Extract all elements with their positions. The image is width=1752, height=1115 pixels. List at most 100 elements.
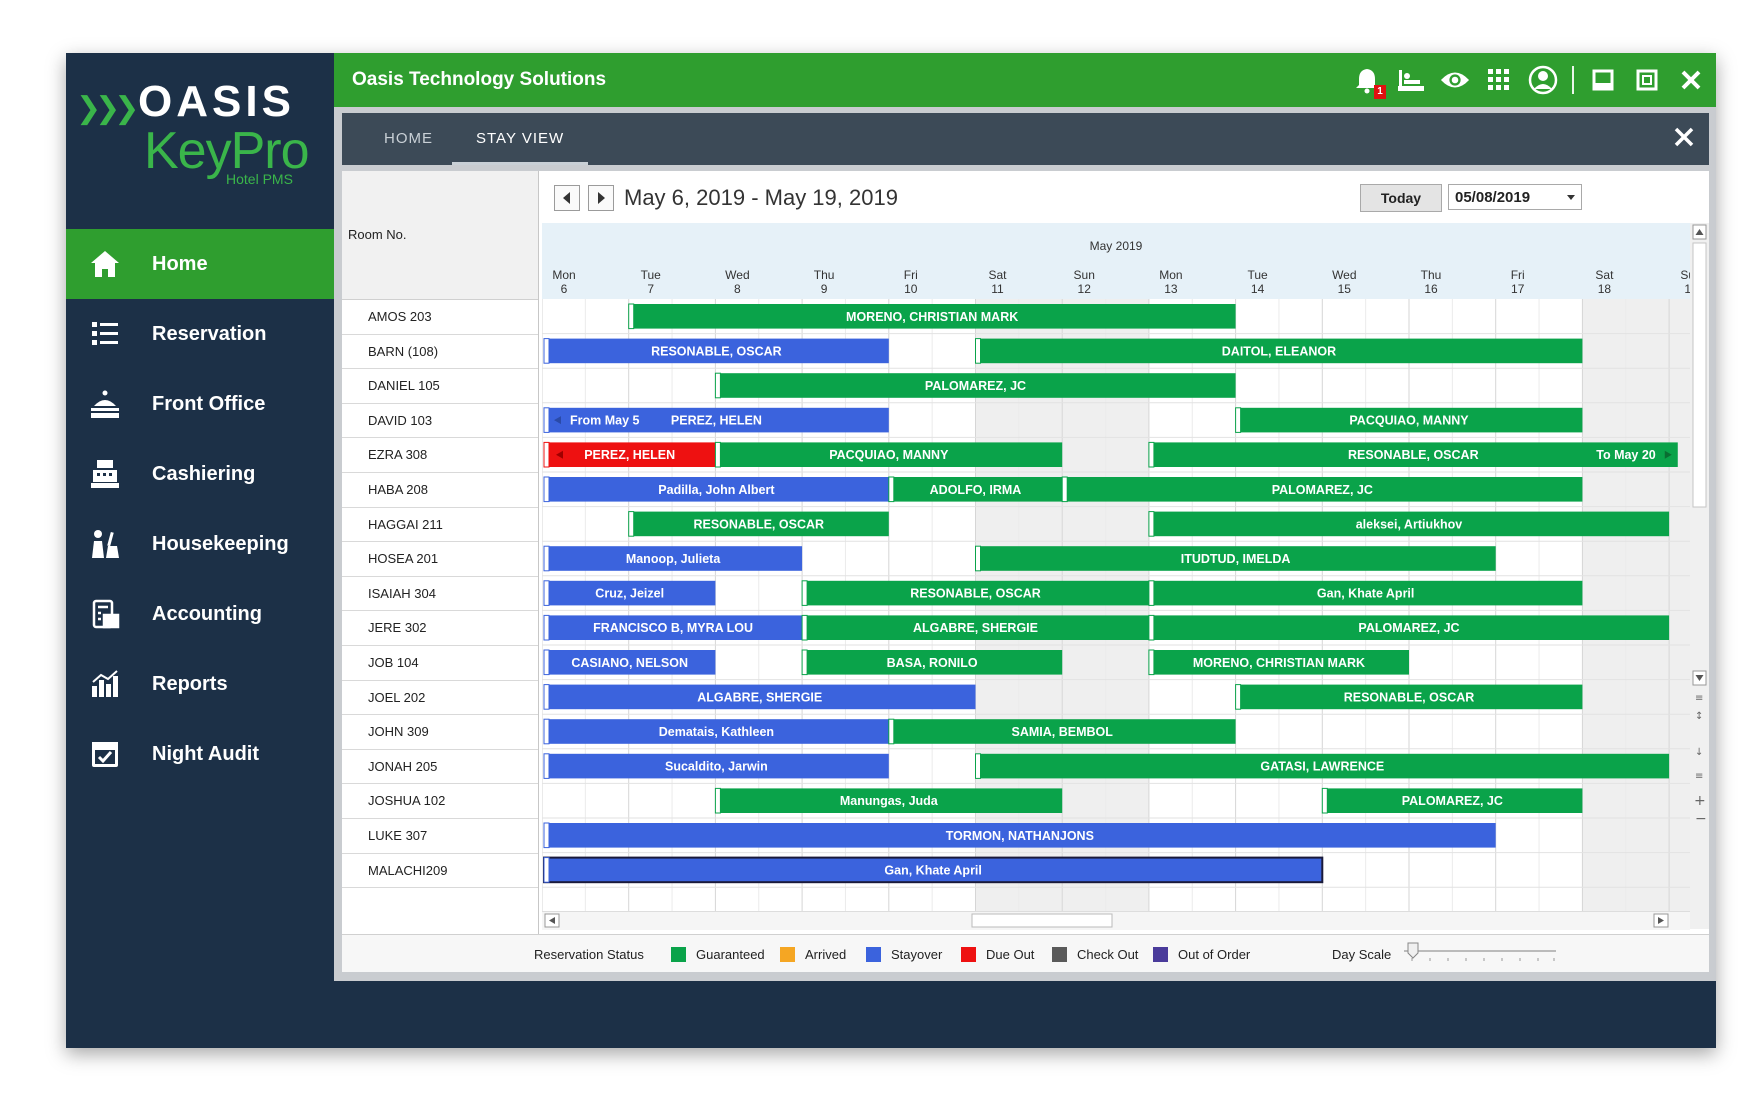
- minimize-icon[interactable]: [1588, 65, 1618, 95]
- reservation-start-handle[interactable]: [1148, 580, 1155, 606]
- reservation-bar-fill[interactable]: [628, 304, 1236, 329]
- reservation-bar[interactable]: ALGABRE, SHERGIE: [543, 684, 976, 710]
- room-label[interactable]: JERE 302: [368, 620, 427, 636]
- nav-item-cashiering[interactable]: Cashiering: [66, 439, 334, 509]
- reservation-bar-fill[interactable]: [975, 546, 1496, 571]
- reservation-bar-fill[interactable]: [544, 338, 889, 364]
- reservation-bar-fill[interactable]: [888, 719, 1236, 744]
- reservation-bar-fill[interactable]: [544, 477, 889, 502]
- reservation-bar-fill[interactable]: [544, 546, 803, 571]
- reservation-bar-fill[interactable]: [628, 511, 889, 537]
- reservation-bar[interactable]: RESONABLE, OSCAR: [1235, 684, 1583, 710]
- reservation-bar[interactable]: Padilla, John Albert: [543, 476, 889, 503]
- reservation-bar-fill[interactable]: [544, 823, 1496, 848]
- date-picker[interactable]: 05/08/2019: [1448, 184, 1582, 210]
- maximize-icon[interactable]: [1632, 65, 1662, 95]
- nav-item-housekeeping[interactable]: Housekeeping: [66, 509, 334, 579]
- reservation-bar[interactable]: ALGABRE, SHERGIE: [801, 614, 1149, 641]
- reservation-start-handle[interactable]: [714, 372, 721, 399]
- eye-icon[interactable]: [1440, 65, 1470, 95]
- reservation-bar-fill[interactable]: [544, 407, 889, 433]
- next-period-button[interactable]: [588, 185, 614, 211]
- reservation-start-handle[interactable]: [543, 753, 550, 779]
- reservation-start-handle[interactable]: [801, 580, 808, 606]
- reservation-bar-fill[interactable]: [1235, 407, 1583, 433]
- reservation-bar-fill[interactable]: [715, 373, 1236, 398]
- reservation-bar[interactable]: RESONABLE, OSCAR: [801, 580, 1149, 606]
- reservation-start-handle[interactable]: [975, 338, 981, 364]
- reservation-bar-fill[interactable]: [1148, 650, 1409, 675]
- room-label[interactable]: LUKE 307: [368, 828, 428, 843]
- reservation-start-handle[interactable]: [975, 545, 981, 572]
- reservation-start-handle[interactable]: [543, 441, 550, 468]
- reservation-start-handle[interactable]: [1235, 684, 1242, 710]
- reservation-bar[interactable]: Cruz, Jeizel: [543, 580, 716, 606]
- room-label[interactable]: BARN (108): [368, 343, 439, 359]
- reservation-bar-fill[interactable]: [544, 442, 716, 467]
- reservation-start-handle[interactable]: [1148, 649, 1155, 676]
- reservation-bar[interactable]: RESONABLE, OSCAR: [628, 511, 889, 537]
- reservation-bar[interactable]: Gan, Khate April: [1148, 580, 1583, 606]
- tab-home[interactable]: HOME: [384, 130, 433, 147]
- reservation-bar[interactable]: PEREZ, HELEN: [543, 441, 716, 468]
- reservation-bar-fill[interactable]: [1148, 580, 1583, 606]
- vertical-scrollbar[interactable]: ≡ ↕ ↓ ≡ + −: [1690, 223, 1709, 929]
- reservation-bar-fill[interactable]: [1235, 684, 1583, 710]
- user-profile-icon[interactable]: [1528, 65, 1558, 95]
- reservation-start-handle[interactable]: [543, 649, 550, 676]
- room-label[interactable]: DANIEL 105: [368, 378, 440, 394]
- reservation-start-handle[interactable]: [801, 614, 808, 641]
- apps-grid-icon[interactable]: [1484, 65, 1514, 95]
- reservation-start-handle[interactable]: [543, 718, 550, 745]
- room-label[interactable]: ISAIAH 304: [368, 585, 436, 601]
- reservation-bar-fill[interactable]: [544, 580, 716, 606]
- reservation-start-handle[interactable]: [1061, 476, 1068, 503]
- reservation-start-handle[interactable]: [888, 718, 895, 745]
- reservation-start-handle[interactable]: [628, 511, 635, 537]
- reservation-start-handle[interactable]: [975, 753, 981, 779]
- tab-stay-view[interactable]: STAY VIEW: [452, 113, 589, 165]
- reservation-bar-fill[interactable]: [802, 650, 1063, 675]
- reservation-bar[interactable]: Manoop, Julieta: [543, 545, 803, 572]
- room-label[interactable]: EZRA 308: [368, 447, 428, 463]
- reservation-bar-fill[interactable]: [1062, 477, 1583, 502]
- reservation-start-handle[interactable]: [1321, 787, 1328, 814]
- reservation-bar[interactable]: PACQUIAO, MANNY: [714, 441, 1063, 468]
- reservation-start-handle[interactable]: [543, 580, 550, 606]
- reservation-start-handle[interactable]: [1148, 441, 1155, 468]
- day-scale-slider[interactable]: [1400, 941, 1560, 972]
- reservation-bar[interactable]: Dematais, Kathleen: [543, 718, 889, 745]
- room-label[interactable]: JOB 104: [368, 655, 419, 670]
- reservation-bar[interactable]: MORENO, CHRISTIAN MARK: [1148, 649, 1409, 676]
- reservation-bar-fill[interactable]: [1148, 511, 1670, 537]
- nav-item-accounting[interactable]: Accounting: [66, 579, 334, 649]
- reservation-bar[interactable]: CASIANO, NELSON: [543, 649, 716, 676]
- reservation-start-handle[interactable]: [1148, 511, 1155, 537]
- close-window-icon[interactable]: [1676, 65, 1706, 95]
- reservation-bar-fill[interactable]: [544, 684, 976, 710]
- reservation-bar[interactable]: FRANCISCO B, MYRA LOU: [543, 614, 803, 641]
- reservation-bar[interactable]: PALOMAREZ, JC: [1148, 614, 1670, 641]
- reservation-bar-fill[interactable]: [802, 615, 1149, 640]
- reservation-bar[interactable]: PALOMAREZ, JC: [714, 372, 1236, 399]
- today-button[interactable]: Today: [1360, 184, 1442, 212]
- reservation-bar[interactable]: TORMON, NATHANJONS: [543, 822, 1496, 849]
- reservation-start-handle[interactable]: [1235, 407, 1242, 433]
- reservation-start-handle[interactable]: [888, 476, 895, 503]
- room-label[interactable]: AMOS 203: [368, 309, 432, 324]
- notification-bell-icon[interactable]: 1: [1352, 65, 1386, 99]
- reservation-start-handle[interactable]: [1148, 614, 1155, 641]
- reservation-bar[interactable]: BASA, RONILO: [801, 649, 1063, 676]
- reservation-start-handle[interactable]: [543, 684, 550, 710]
- nav-item-night-audit[interactable]: Night Audit: [66, 719, 334, 789]
- reservation-start-handle[interactable]: [543, 407, 550, 433]
- nav-item-front-office[interactable]: Front Office: [66, 369, 334, 439]
- room-label[interactable]: JOSHUA 102: [368, 793, 446, 809]
- reservation-bar[interactable]: MORENO, CHRISTIAN MARK: [628, 303, 1236, 330]
- reservation-bar[interactable]: PEREZ, HELEN From May 5: [543, 407, 889, 433]
- reservation-bar-fill[interactable]: [1148, 442, 1678, 467]
- reservation-bar[interactable]: Gan, Khate April: [543, 856, 1324, 884]
- reservation-bar[interactable]: aleksei, Artiukhov: [1148, 511, 1670, 537]
- reservation-bar-fill[interactable]: [975, 753, 1670, 779]
- reservation-bar-fill[interactable]: [975, 338, 1583, 364]
